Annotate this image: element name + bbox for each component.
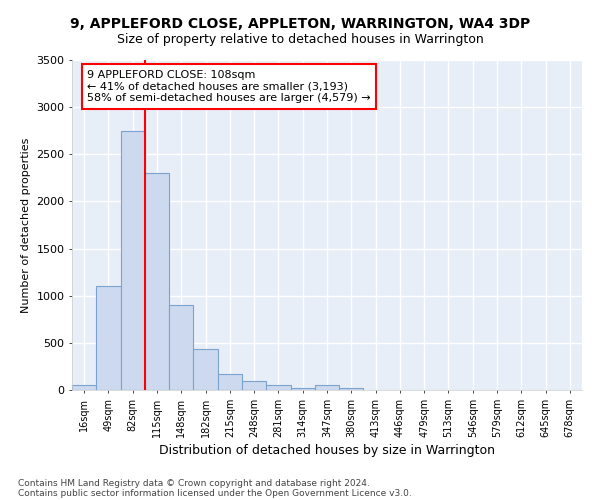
Bar — [242, 380, 266, 390]
Text: 9, APPLEFORD CLOSE, APPLETON, WARRINGTON, WA4 3DP: 9, APPLEFORD CLOSE, APPLETON, WARRINGTON… — [70, 18, 530, 32]
Y-axis label: Number of detached properties: Number of detached properties — [20, 138, 31, 312]
Bar — [218, 374, 242, 390]
Bar — [315, 386, 339, 390]
X-axis label: Distribution of detached houses by size in Warrington: Distribution of detached houses by size … — [159, 444, 495, 457]
Bar — [72, 386, 96, 390]
Bar — [96, 286, 121, 390]
Bar — [145, 173, 169, 390]
Bar — [339, 388, 364, 390]
Bar — [121, 130, 145, 390]
Text: Size of property relative to detached houses in Warrington: Size of property relative to detached ho… — [116, 32, 484, 46]
Text: 9 APPLEFORD CLOSE: 108sqm
← 41% of detached houses are smaller (3,193)
58% of se: 9 APPLEFORD CLOSE: 108sqm ← 41% of detac… — [88, 70, 371, 103]
Bar — [290, 388, 315, 390]
Text: Contains HM Land Registry data © Crown copyright and database right 2024.: Contains HM Land Registry data © Crown c… — [18, 478, 370, 488]
Bar — [193, 350, 218, 390]
Bar — [169, 305, 193, 390]
Text: Contains public sector information licensed under the Open Government Licence v3: Contains public sector information licen… — [18, 488, 412, 498]
Bar — [266, 386, 290, 390]
